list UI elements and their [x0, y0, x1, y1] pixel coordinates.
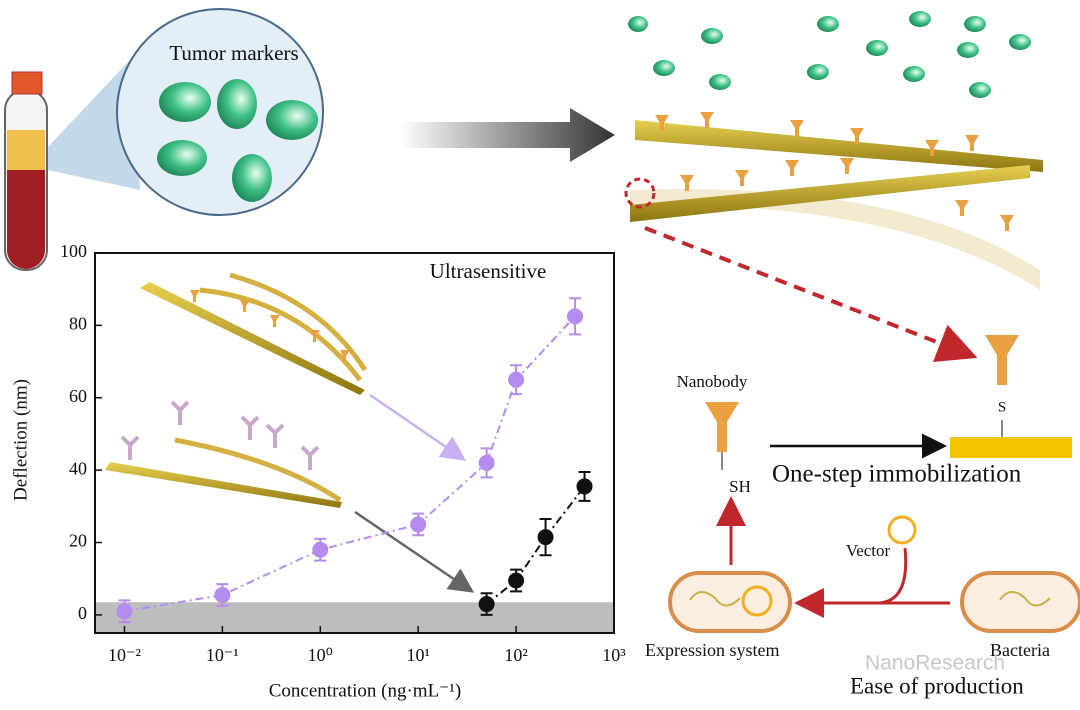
- data-point: [116, 603, 133, 620]
- expression-label: Expression system: [645, 640, 780, 660]
- y-tick-label: 100: [60, 241, 87, 261]
- x-tick-label: 10³: [602, 645, 626, 665]
- free-markers: [628, 11, 1031, 98]
- data-point: [312, 541, 329, 558]
- zoom-arrow: [644, 226, 978, 362]
- shaded-band: [95, 602, 614, 633]
- bacteria-label: Bacteria: [990, 640, 1050, 660]
- data-point: [214, 587, 231, 603]
- step-label: One-step immobilization: [772, 461, 1022, 488]
- bound-nanobody: [985, 335, 1019, 385]
- x-tick-label: 10⁻²: [108, 645, 141, 665]
- vector-arrow: [879, 547, 908, 605]
- data-point: [478, 454, 495, 471]
- x-axis-label: Concentration (ng·mL⁻¹): [269, 680, 461, 701]
- data-point: [508, 572, 525, 589]
- y-tick-label: 80: [69, 314, 87, 334]
- chart-insets: [105, 272, 475, 593]
- y-tick-label: 40: [69, 458, 87, 478]
- vector-plasmid: [887, 515, 917, 545]
- y-tick-label: 0: [78, 603, 87, 623]
- dna: [689, 591, 741, 607]
- nanobody-label: Nanobody: [677, 372, 748, 391]
- data-point: [567, 308, 584, 325]
- process-arrow: [400, 108, 615, 162]
- plasmid: [741, 585, 773, 617]
- y-axis-label: Deflection (nm): [10, 379, 31, 501]
- dna: [999, 591, 1051, 607]
- watermark: NanoResearch: [865, 652, 1005, 675]
- x-tick-label: 10⁻¹: [206, 645, 239, 665]
- x-tick-label: 10¹: [406, 645, 429, 665]
- vector-label: Vector: [846, 541, 891, 560]
- data-point: [576, 478, 593, 495]
- chart: Ultrasensitive Concentration (ng·mL⁻¹) D…: [10, 241, 626, 701]
- fit-line: [124, 315, 576, 613]
- tumor-markers: [157, 79, 318, 202]
- gold-surface: [950, 437, 1072, 458]
- cantilevers: [624, 112, 1043, 290]
- x-tick-label: 10⁰: [308, 645, 333, 665]
- y-tick-label: 60: [69, 386, 87, 406]
- thiol-label: SH: [729, 477, 751, 496]
- data-point: [508, 371, 525, 388]
- bacteria-cell: [960, 571, 1080, 633]
- x-tick-label: 10²: [504, 645, 527, 665]
- production-label: Ease of production: [850, 673, 1024, 698]
- bond-label: S: [998, 399, 1006, 415]
- nanobody-icon: [705, 402, 739, 452]
- data-point: [537, 529, 554, 546]
- y-tick-label: 20: [69, 531, 87, 551]
- plot-frame: [94, 252, 615, 634]
- test-tube: [4, 60, 140, 271]
- data-point: [410, 516, 427, 533]
- data-point: [478, 596, 495, 613]
- fit-line: [485, 485, 586, 605]
- chart-annotation: Ultrasensitive: [430, 259, 547, 283]
- zoom-label: Tumor markers: [169, 41, 298, 65]
